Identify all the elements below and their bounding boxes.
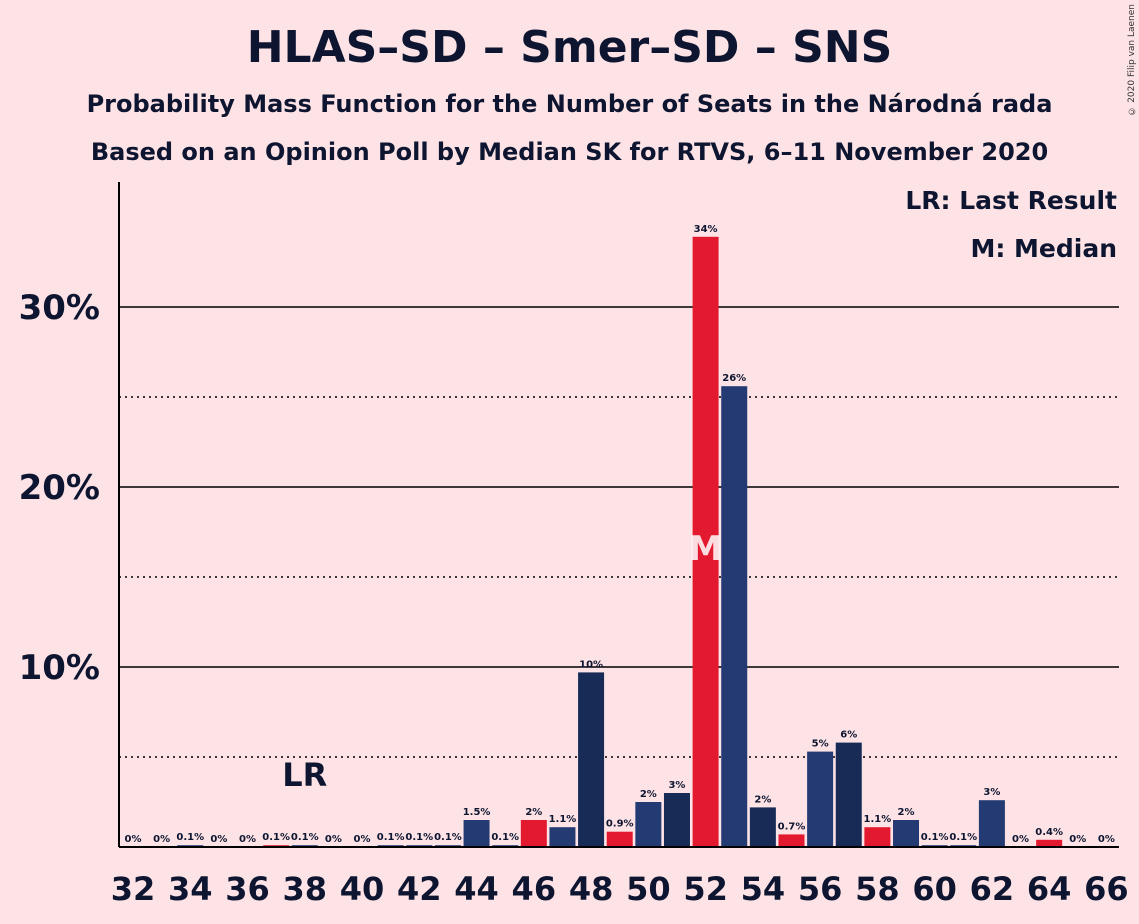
bar-value-label: 0% <box>1012 834 1029 845</box>
bar-value-label: 0% <box>325 834 342 845</box>
bar-value-label: 0% <box>1069 834 1086 845</box>
bar-value-label: 0% <box>153 834 170 845</box>
bar-seat-64 <box>1036 839 1063 847</box>
bar-seat-62 <box>978 800 1005 847</box>
bar-seat-56 <box>807 751 834 847</box>
x-tick-label: 34 <box>168 870 213 908</box>
bar-value-label: 0.1% <box>949 832 977 843</box>
y-tick-label: 10% <box>19 648 100 688</box>
chart-title: HLAS–SD – Smer–SD – SNS <box>246 22 893 73</box>
bar-value-label: 34% <box>694 224 718 235</box>
bar-value-label: 0.4% <box>1035 827 1063 838</box>
bar-value-label: 0.1% <box>176 832 204 843</box>
bar-value-label: 0% <box>125 834 142 845</box>
x-tick-label: 66 <box>1084 870 1129 908</box>
last-result-marker: LR <box>282 756 327 794</box>
x-tick-label: 44 <box>454 870 499 908</box>
bar-seat-51 <box>663 793 690 847</box>
bar-seat-58 <box>864 827 891 847</box>
bar-value-label: 0% <box>354 834 371 845</box>
legend-last-result: LR: Last Result <box>905 186 1117 215</box>
bar-value-label: 0.1% <box>434 832 462 843</box>
bar-value-label: 0.9% <box>606 819 634 830</box>
x-tick-label: 64 <box>1027 870 1072 908</box>
x-tick-label: 40 <box>340 870 385 908</box>
median-marker: M <box>689 529 723 569</box>
bar-value-label: 2% <box>898 807 915 818</box>
bar-value-label: 0.1% <box>262 832 290 843</box>
bar-value-label: 2% <box>525 807 542 818</box>
x-tick-label: 48 <box>569 870 614 908</box>
x-tick-label: 38 <box>283 870 328 908</box>
bar-seat-57 <box>835 742 862 847</box>
bar-seat-50 <box>635 802 662 847</box>
bar-value-label: 0% <box>210 834 227 845</box>
x-tick-label: 58 <box>855 870 900 908</box>
legend-median: M: Median <box>970 234 1117 263</box>
bar-seat-52 <box>692 236 719 848</box>
bar-value-label: 1.1% <box>549 814 577 825</box>
bar-seat-46 <box>520 820 547 847</box>
bar-value-label: 0% <box>1098 834 1115 845</box>
bar-value-label: 1.5% <box>463 807 491 818</box>
x-tick-label: 50 <box>626 870 671 908</box>
bar-value-label: 3% <box>668 780 685 791</box>
x-tick-label: 42 <box>397 870 442 908</box>
y-tick-label: 30% <box>19 288 100 328</box>
bar-value-label: 0.1% <box>291 832 319 843</box>
x-tick-label: 56 <box>798 870 843 908</box>
bar-value-label: 0.1% <box>921 832 949 843</box>
bar-seat-49 <box>606 831 633 847</box>
x-tick-label: 60 <box>912 870 957 908</box>
y-tick-label: 20% <box>19 468 100 508</box>
bar-value-label: 0.7% <box>778 821 806 832</box>
bar-value-label: 10% <box>579 659 603 670</box>
bar-value-label: 5% <box>812 739 829 750</box>
bar-seat-53 <box>721 386 748 847</box>
bar-seat-47 <box>549 827 576 847</box>
x-tick-label: 54 <box>741 870 786 908</box>
bar-value-label: 0.1% <box>491 832 519 843</box>
bar-value-label: 0.1% <box>377 832 405 843</box>
bar-value-label: 1.1% <box>864 814 892 825</box>
chart-subtitle-source: Based on an Opinion Poll by Median SK fo… <box>90 138 1049 166</box>
bar-seat-48 <box>578 672 605 847</box>
bar-value-label: 3% <box>983 787 1000 798</box>
bar-value-label: 2% <box>640 789 657 800</box>
bar-seat-44 <box>463 820 490 847</box>
chart-subtitle: Probability Mass Function for the Number… <box>86 90 1053 118</box>
bar-value-label: 0% <box>239 834 256 845</box>
bar-seat-55 <box>778 834 805 847</box>
x-tick-label: 62 <box>970 870 1015 908</box>
bar-seat-54 <box>749 807 776 847</box>
bar-value-label: 6% <box>840 730 857 741</box>
bar-value-label: 2% <box>754 794 771 805</box>
x-tick-label: 36 <box>225 870 270 908</box>
bar-seat-59 <box>893 820 920 847</box>
x-tick-label: 52 <box>683 870 728 908</box>
x-tick-label: 46 <box>512 870 557 908</box>
bar-value-label: 26% <box>722 373 746 384</box>
x-tick-label: 32 <box>111 870 156 908</box>
bar-value-label: 0.1% <box>405 832 433 843</box>
